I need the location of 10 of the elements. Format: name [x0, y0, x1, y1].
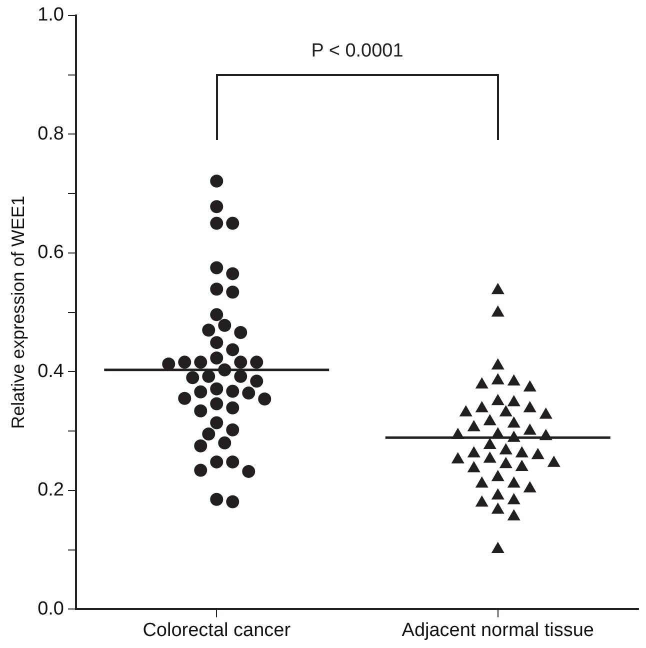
y-tick-label: 0.0 [38, 598, 64, 620]
x-tick-label: Adjacent normal tissue [402, 620, 594, 641]
y-tick-label: 0.4 [38, 360, 64, 382]
y-tick-label: 0.2 [38, 480, 64, 501]
y-tick-label: 0.8 [38, 123, 64, 144]
y-tick-label: 1.0 [38, 4, 64, 26]
x-tick-label: Colorectal cancer [142, 620, 292, 641]
y-tick-label: 0.6 [38, 242, 64, 264]
y-axis-title: Relative expression of WEE1 [8, 196, 28, 429]
annotation: P < 0.0001 [311, 40, 404, 62]
